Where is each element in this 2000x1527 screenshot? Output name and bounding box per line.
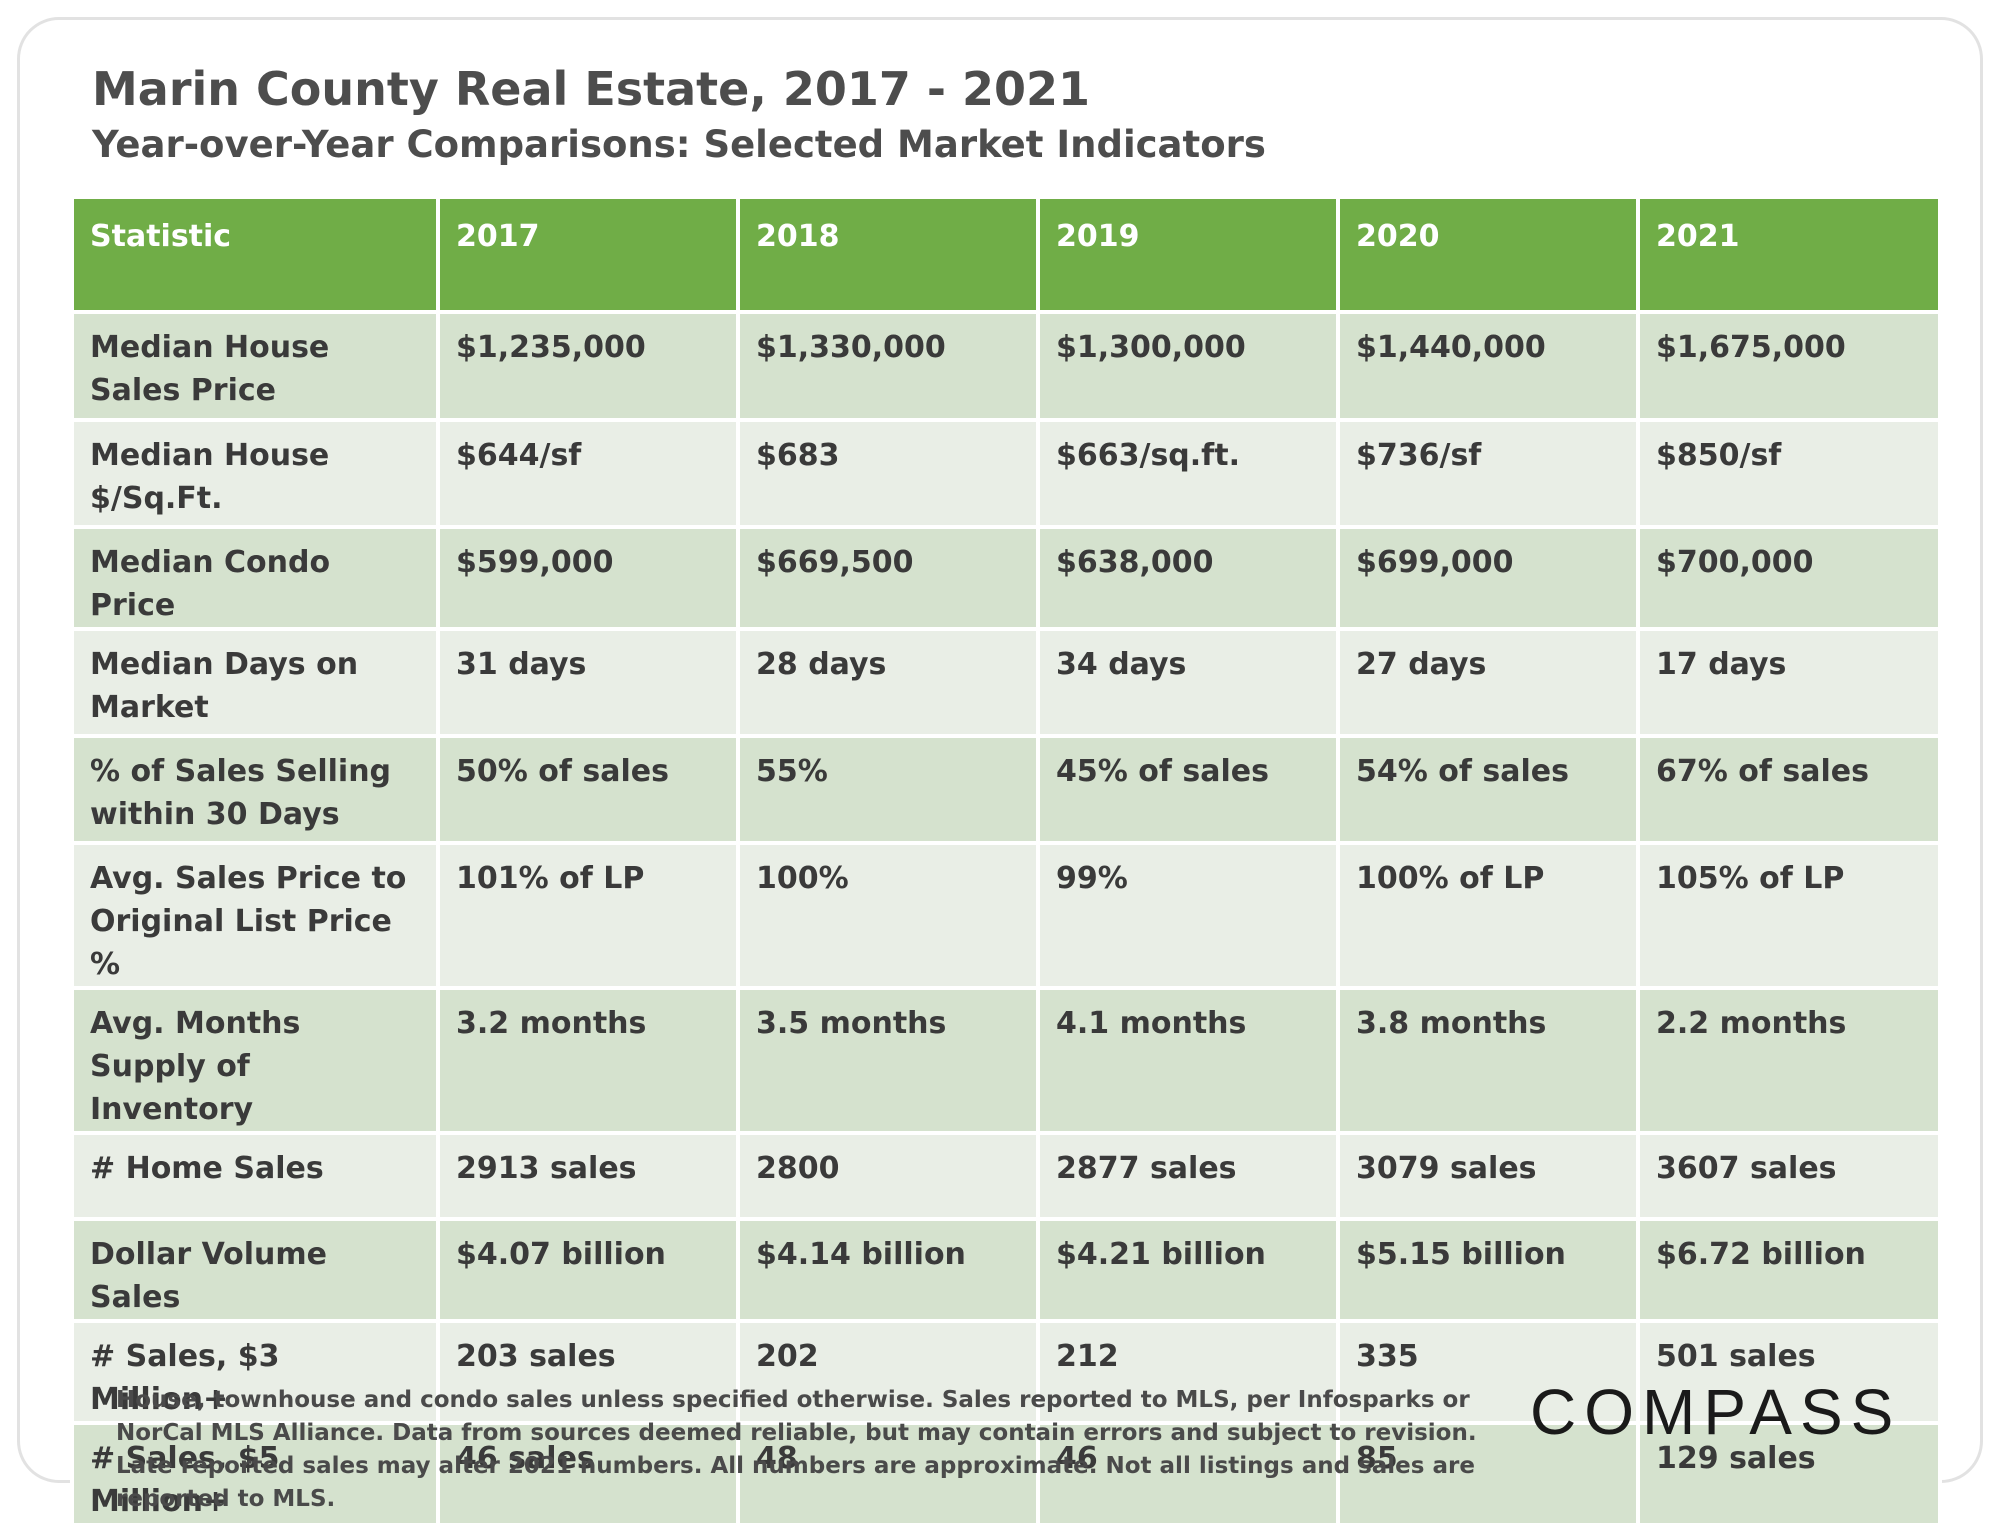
table-row: Median Condo Price $599,000 $669,500 $63… — [70, 525, 1942, 631]
table-cell: 203 sales — [436, 1319, 740, 1425]
table-cell: 3.8 months — [1336, 986, 1640, 1135]
table-cell: $644/sf — [436, 418, 740, 529]
statistic-label: # Sales, $3 Million+ — [70, 1319, 440, 1425]
table-cell: 54% of sales — [1336, 734, 1640, 845]
table-cell: $4.14 billion — [736, 1217, 1040, 1323]
table-cell: 27 days — [1336, 627, 1640, 738]
table-cell: 31 days — [436, 627, 740, 738]
statistic-label: Avg. Sales Price to Original List Price … — [70, 841, 440, 990]
column-header: 2018 — [736, 195, 1040, 314]
table-cell: 212 — [1036, 1319, 1340, 1425]
table-cell: $1,675,000 — [1636, 310, 1942, 422]
statistic-label: Median Condo Price — [70, 525, 440, 631]
table-cell: 202 — [736, 1319, 1040, 1425]
statistic-label: Median House Sales Price — [70, 310, 440, 422]
market-indicators-table: Statistic 2017 2018 2019 2020 2021 Media… — [70, 195, 1942, 1527]
statistic-label: Median House $/Sq.Ft. — [70, 418, 440, 529]
table-cell: $638,000 — [1036, 525, 1340, 631]
table-cell: 99% — [1036, 841, 1340, 990]
table-cell: 34 days — [1036, 627, 1340, 738]
table-cell: 3.5 months — [736, 986, 1040, 1135]
table-row: Median Days on Market 31 days 28 days 34… — [70, 627, 1942, 738]
table-cell: $4.21 billion — [1036, 1217, 1340, 1323]
table-row: # Home Sales 2913 sales 2800 2877 sales … — [70, 1131, 1942, 1221]
table-cell: 4.1 months — [1036, 986, 1340, 1135]
table-cell: $850/sf — [1636, 418, 1942, 529]
statistic-label: Avg. Months Supply of Inventory — [70, 986, 440, 1135]
table-cell: $669,500 — [736, 525, 1040, 631]
statistic-label: % of Sales Selling within 30 Days — [70, 734, 440, 845]
table-row: Avg. Months Supply of Inventory 3.2 mont… — [70, 986, 1942, 1135]
table-row: % of Sales Selling within 30 Days 50% of… — [70, 734, 1942, 845]
table-cell: 105% of LP — [1636, 841, 1942, 990]
table-cell: 501 sales — [1636, 1319, 1942, 1425]
footnote: House, townhouse and condo sales unless … — [116, 1387, 1477, 1512]
table-cell: 3607 sales — [1636, 1131, 1942, 1221]
table-cell: $4.07 billion — [436, 1217, 740, 1323]
table-cell: 50% of sales — [436, 734, 740, 845]
table-cell: 67% of sales — [1636, 734, 1942, 845]
column-header: 2020 — [1336, 195, 1640, 314]
table-row: # Sales, $3 Million+ 203 sales 202 212 3… — [70, 1319, 1942, 1425]
page-title: Marin County Real Estate, 2017 - 2021 — [92, 62, 1091, 116]
table-cell: $1,330,000 — [736, 310, 1040, 422]
column-header: 2021 — [1636, 195, 1942, 314]
table-cell: 100% — [736, 841, 1040, 990]
statistic-label: # Home Sales — [70, 1131, 440, 1221]
table-cell: 2800 — [736, 1131, 1040, 1221]
table-cell: $1,235,000 — [436, 310, 740, 422]
table-cell: 2.2 months — [1636, 986, 1942, 1135]
table-cell: 28 days — [736, 627, 1040, 738]
table-cell: 101% of LP — [436, 841, 740, 990]
table-cell: $683 — [736, 418, 1040, 529]
table-cell: $1,300,000 — [1036, 310, 1340, 422]
statistic-label: Dollar Volume Sales — [70, 1217, 440, 1323]
table-cell: 45% of sales — [1036, 734, 1340, 845]
table-row: Dollar Volume Sales $4.07 billion $4.14 … — [70, 1217, 1942, 1323]
column-header: 2017 — [436, 195, 740, 314]
table-cell: $1,440,000 — [1336, 310, 1640, 422]
table-cell: 3079 sales — [1336, 1131, 1640, 1221]
table-cell: 2877 sales — [1036, 1131, 1340, 1221]
table-cell: $599,000 — [436, 525, 740, 631]
table-row: Median House Sales Price $1,235,000 $1,3… — [70, 310, 1942, 422]
table-cell: 335 — [1336, 1319, 1640, 1425]
column-header: 2019 — [1036, 195, 1340, 314]
table-cell: $736/sf — [1336, 418, 1640, 529]
table-cell: 3.2 months — [436, 986, 740, 1135]
page-subtitle: Year-over-Year Comparisons: Selected Mar… — [92, 123, 1266, 166]
table-cell: $699,000 — [1336, 525, 1640, 631]
table-cell: $663/sq.ft. — [1036, 418, 1340, 529]
table-cell: 2913 sales — [436, 1131, 740, 1221]
table-row: Median House $/Sq.Ft. $644/sf $683 $663/… — [70, 418, 1942, 529]
table-row: Avg. Sales Price to Original List Price … — [70, 841, 1942, 990]
column-header: Statistic — [70, 195, 440, 314]
table-cell: $6.72 billion — [1636, 1217, 1942, 1323]
compass-logo: COMPASS — [1530, 1376, 1902, 1448]
table-cell: 100% of LP — [1336, 841, 1640, 990]
statistic-label: Median Days on Market — [70, 627, 440, 738]
table-header-row: Statistic 2017 2018 2019 2020 2021 — [70, 195, 1942, 314]
table-cell: $700,000 — [1636, 525, 1942, 631]
table-cell: $5.15 billion — [1336, 1217, 1640, 1323]
table-cell: 17 days — [1636, 627, 1942, 738]
table-cell: 55% — [736, 734, 1040, 845]
